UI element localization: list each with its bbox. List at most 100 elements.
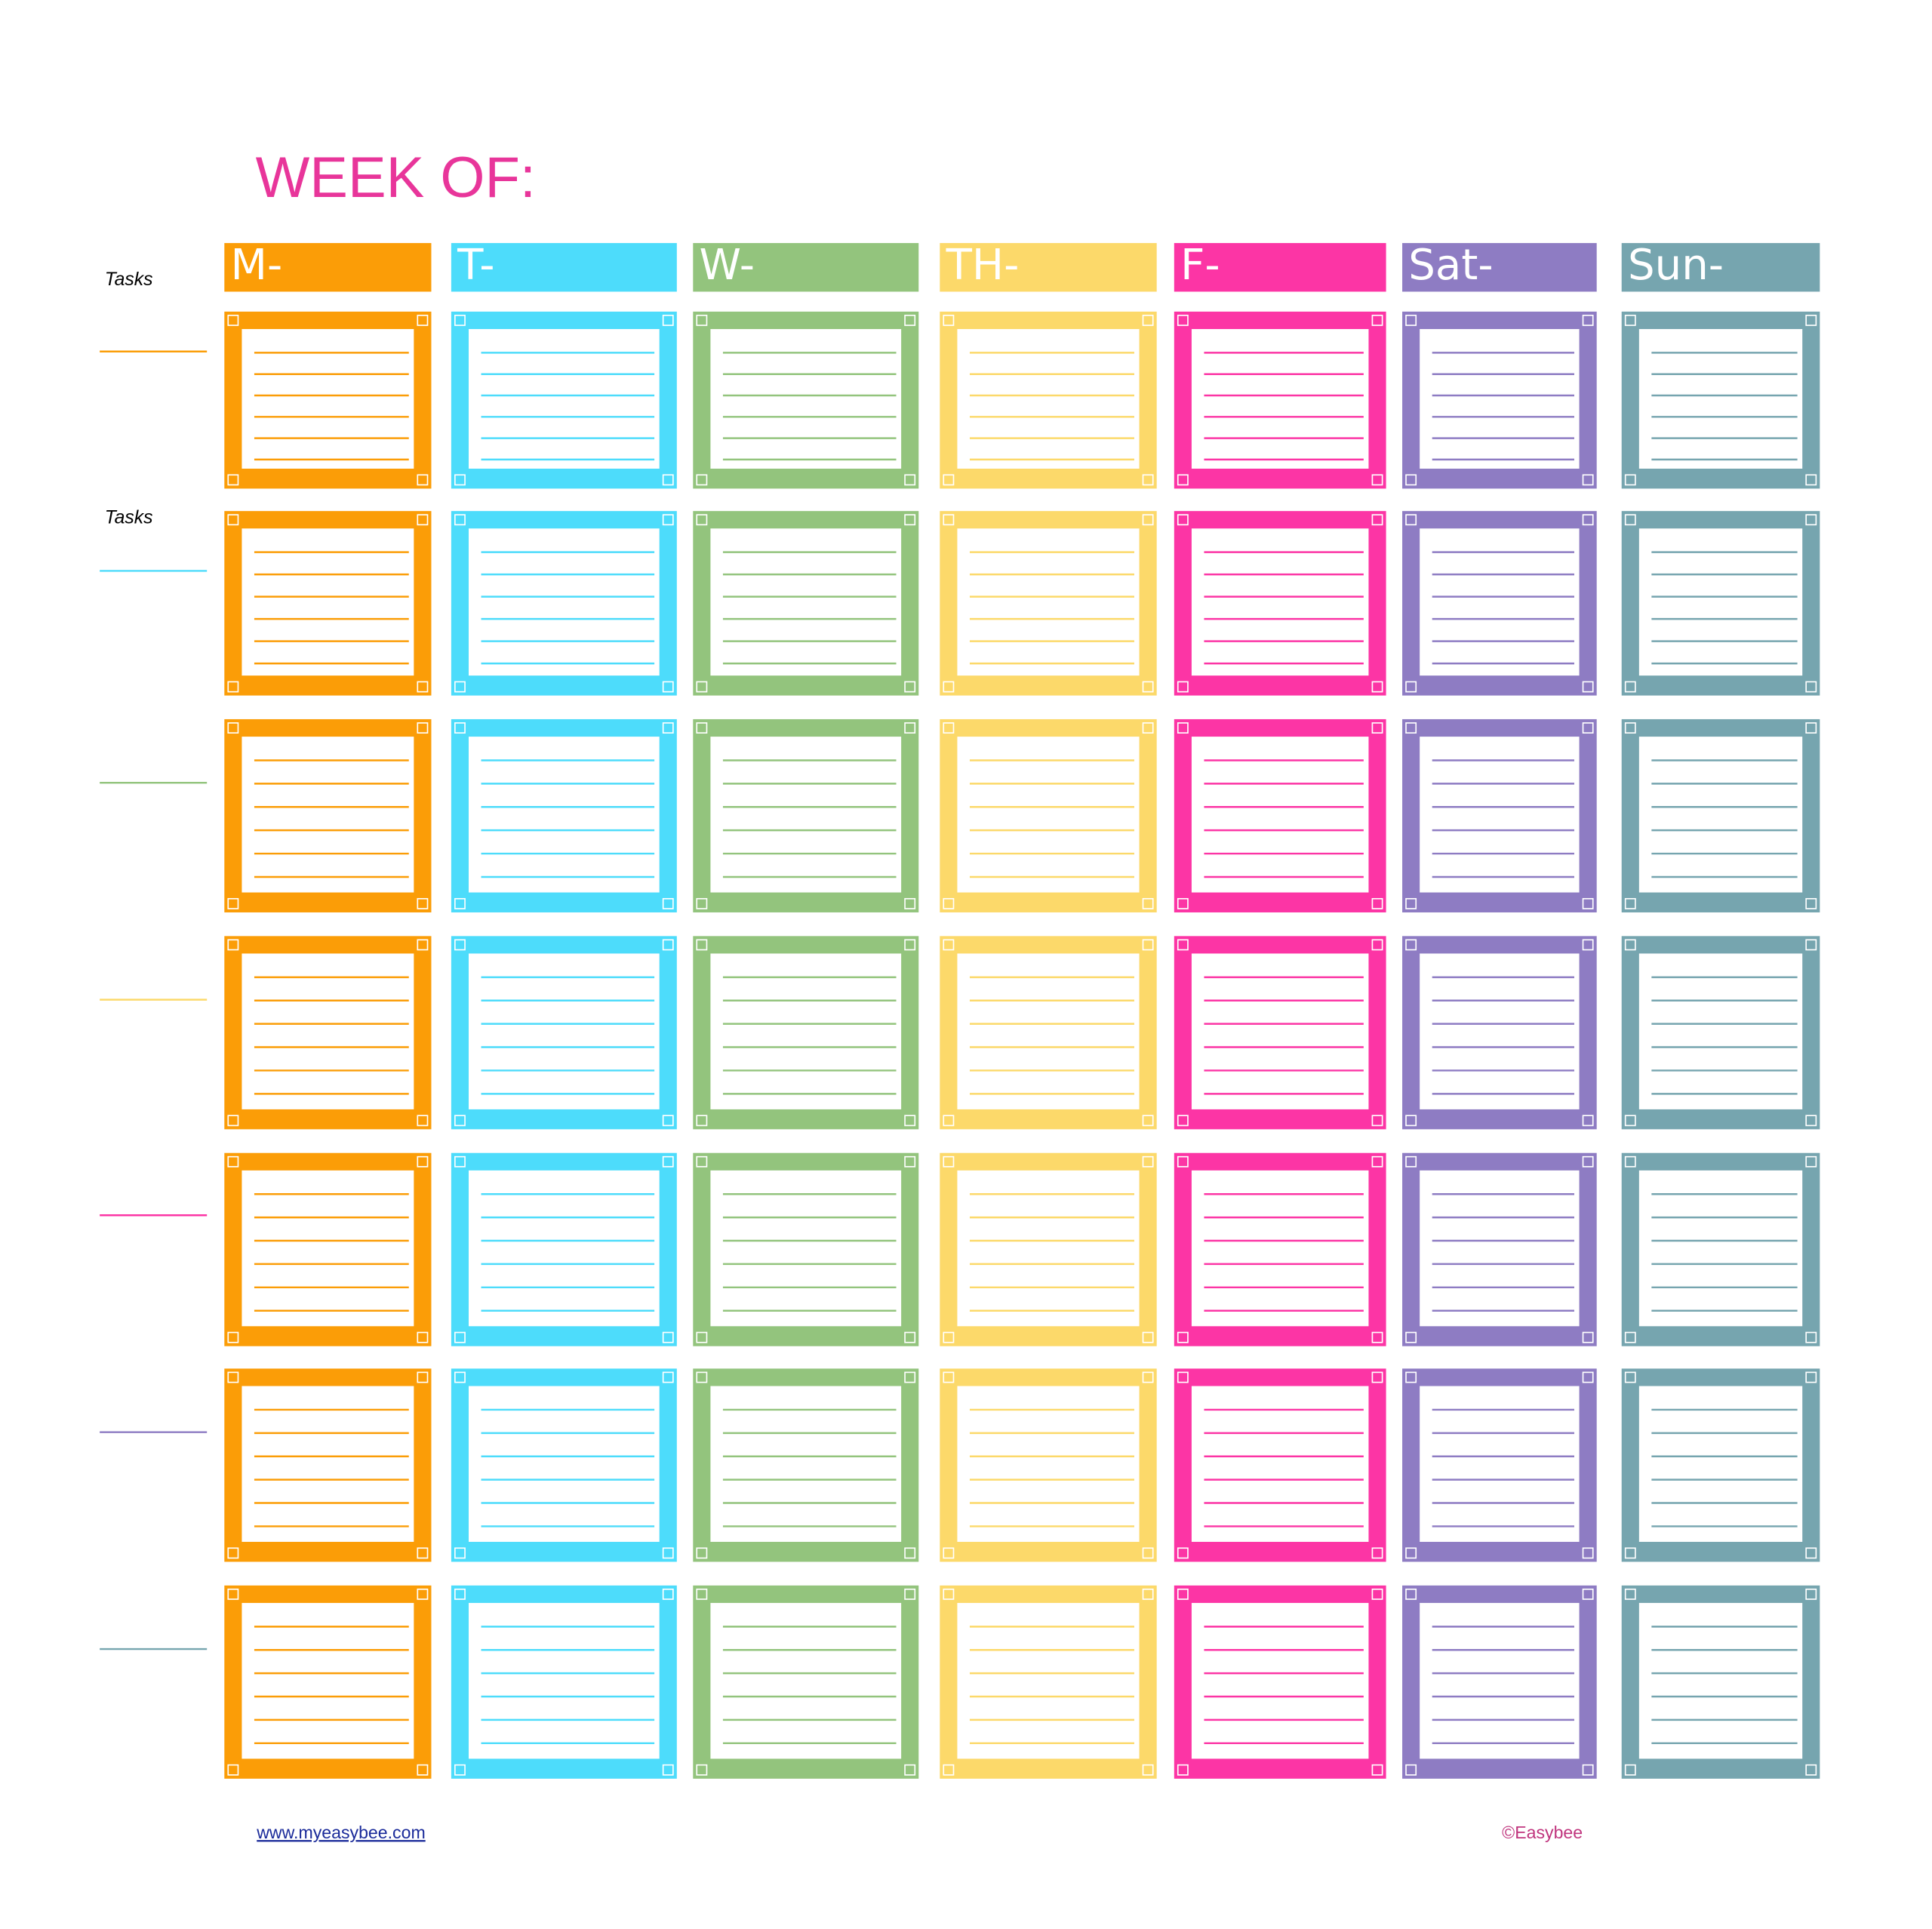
- corner: [1582, 1764, 1594, 1776]
- corner: [454, 939, 466, 951]
- corner: [696, 1547, 708, 1559]
- corner: [696, 474, 708, 486]
- corner: [227, 1155, 239, 1168]
- corner: [696, 1331, 708, 1343]
- corner: [662, 722, 674, 734]
- corner: [662, 1331, 674, 1343]
- corner: [1371, 722, 1383, 734]
- box-inner: [242, 737, 414, 893]
- corner: [454, 1155, 466, 1168]
- day-label: TH-: [946, 241, 1020, 290]
- corner: [696, 681, 708, 693]
- corner: [454, 1331, 466, 1343]
- corner: [1371, 474, 1383, 486]
- corner: [1177, 315, 1189, 326]
- corner: [1371, 681, 1383, 693]
- box-inner: [1191, 1170, 1369, 1327]
- corner: [417, 1547, 429, 1559]
- corner: [454, 897, 466, 909]
- corner: [904, 1371, 916, 1383]
- tasks-label: Tasks: [105, 269, 153, 290]
- corner: [1582, 514, 1594, 526]
- box-inner: [1191, 737, 1369, 893]
- corner: [1142, 474, 1154, 486]
- box-inner: [1638, 329, 1803, 469]
- corner: [417, 897, 429, 909]
- corner: [1405, 1371, 1417, 1383]
- box-inner: [710, 528, 902, 676]
- corner: [1582, 1115, 1594, 1127]
- corner: [662, 514, 674, 526]
- corner: [227, 1588, 239, 1600]
- corner: [1805, 681, 1817, 693]
- day-header: [693, 243, 919, 292]
- corner: [662, 474, 674, 486]
- box-inner: [242, 1170, 414, 1327]
- corner: [943, 315, 955, 326]
- box-inner: [710, 1386, 902, 1543]
- corner: [1371, 514, 1383, 526]
- corner: [943, 514, 955, 526]
- corner: [227, 681, 239, 693]
- corner: [454, 1588, 466, 1600]
- corner: [1177, 474, 1189, 486]
- corner: [1405, 1115, 1417, 1127]
- box-inner: [1638, 1386, 1803, 1543]
- corner: [1582, 722, 1594, 734]
- corner: [1624, 1588, 1636, 1600]
- box-inner: [469, 1386, 660, 1543]
- corner: [662, 1764, 674, 1776]
- corner: [1142, 315, 1154, 326]
- corner: [1582, 474, 1594, 486]
- corner: [696, 1115, 708, 1127]
- box-inner: [1638, 737, 1803, 893]
- corner: [1582, 681, 1594, 693]
- corner: [1177, 897, 1189, 909]
- corner: [417, 474, 429, 486]
- corner: [1624, 474, 1636, 486]
- box-inner: [710, 1602, 902, 1759]
- corner: [1582, 897, 1594, 909]
- corner: [1142, 514, 1154, 526]
- corner: [1142, 897, 1154, 909]
- corner: [696, 1764, 708, 1776]
- corner: [696, 939, 708, 951]
- day-label: T-: [457, 241, 494, 290]
- corner: [1405, 1155, 1417, 1168]
- corner: [1582, 939, 1594, 951]
- corner: [1371, 1155, 1383, 1168]
- corner: [696, 514, 708, 526]
- corner: [1805, 1547, 1817, 1559]
- corner: [417, 939, 429, 951]
- corner: [417, 1764, 429, 1776]
- box-inner: [1191, 1386, 1369, 1543]
- box-inner: [1420, 737, 1580, 893]
- box-inner: [957, 737, 1140, 893]
- corner: [662, 315, 674, 326]
- box-inner: [469, 953, 660, 1109]
- corner: [1805, 1331, 1817, 1343]
- corner: [227, 939, 239, 951]
- corner: [227, 897, 239, 909]
- corner: [454, 474, 466, 486]
- corner: [417, 681, 429, 693]
- corner: [1142, 722, 1154, 734]
- corner: [417, 1588, 429, 1600]
- corner: [1371, 1371, 1383, 1383]
- corner: [417, 315, 429, 326]
- corner: [904, 1155, 916, 1168]
- corner: [1624, 681, 1636, 693]
- corner: [1177, 1115, 1189, 1127]
- day-header: [1621, 243, 1820, 292]
- corner: [1805, 1371, 1817, 1383]
- day-label: Sun-: [1628, 241, 1724, 290]
- corner: [1582, 1331, 1594, 1343]
- day-label: M-: [231, 241, 283, 290]
- corner: [417, 514, 429, 526]
- day-header: [1402, 243, 1597, 292]
- corner: [1142, 1547, 1154, 1559]
- corner: [1624, 1371, 1636, 1383]
- corner: [904, 1547, 916, 1559]
- corner: [417, 1155, 429, 1168]
- footer-link[interactable]: www.myeasybee.com: [256, 1823, 425, 1842]
